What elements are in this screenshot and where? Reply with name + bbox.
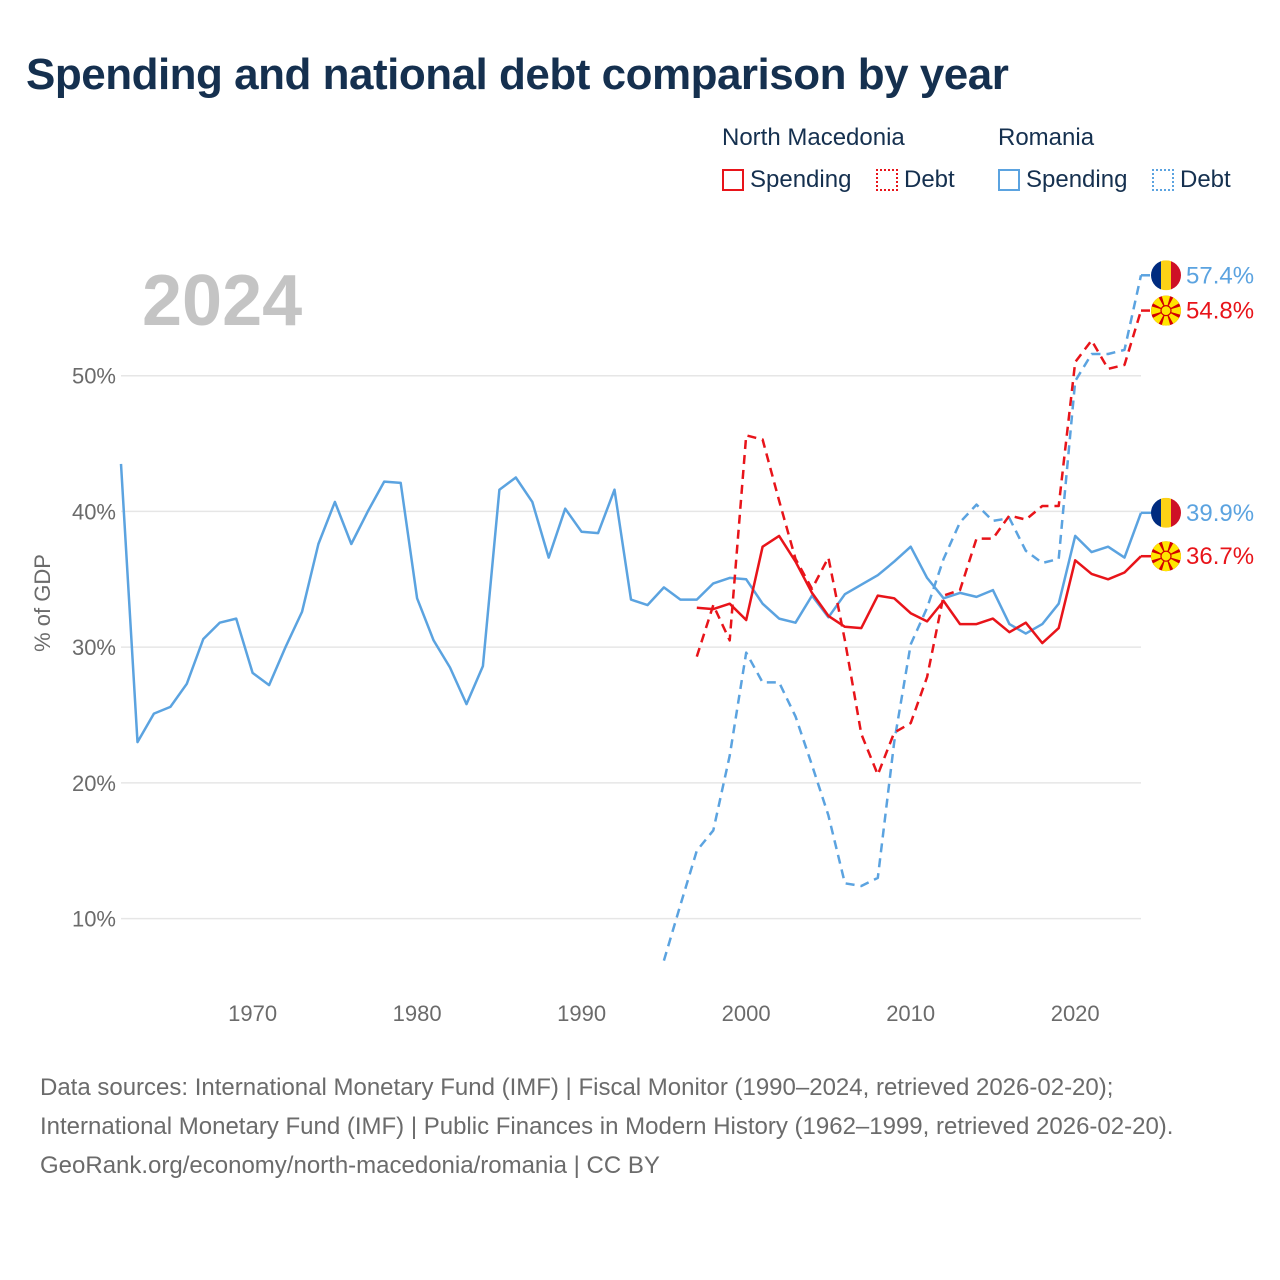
legend-swatch-dotted xyxy=(876,169,898,191)
romania-flag-icon xyxy=(1151,260,1181,291)
romania-flag-icon xyxy=(1151,497,1181,528)
legend-north-macedonia-spending[interactable]: Spending xyxy=(722,166,851,194)
end-value-label: 54.8% xyxy=(1186,298,1254,325)
y-axis-label: % of GDP xyxy=(30,554,55,652)
legend-group-north-macedonia: North Macedonia xyxy=(722,124,905,151)
y-tick-label: 10% xyxy=(72,907,116,932)
line-chart: 2024 10% 20% 30% 40% 50% 1970 1980 1990 2000 2010… xyxy=(30,260,1254,1026)
legend-north-macedonia-debt[interactable]: Debt xyxy=(876,166,955,194)
north-macedonia-flag-icon xyxy=(1151,541,1181,572)
end-value-label: 36.7% xyxy=(1186,543,1254,570)
series-line-romania-debt[interactable] xyxy=(662,275,1143,961)
x-tick-label: 2020 xyxy=(1051,1001,1100,1026)
y-tick-label: 30% xyxy=(72,635,116,660)
north-macedonia-flag-icon xyxy=(1151,295,1181,326)
chart-title: Spending and national debt comparison by… xyxy=(26,50,1009,99)
legend-romania-debt[interactable]: Debt xyxy=(1152,166,1231,194)
y-tick-label: 20% xyxy=(72,771,116,796)
x-tick-label: 2000 xyxy=(722,1001,771,1026)
sources-text: Data sources: International Monetary Fun… xyxy=(40,1074,1174,1140)
legend-label: Debt xyxy=(1180,166,1231,193)
end-value-label: 57.4% xyxy=(1186,262,1254,289)
series-line-romania-spending[interactable] xyxy=(119,463,1143,744)
legend-label: Spending xyxy=(750,166,852,193)
x-tick-label: 1980 xyxy=(393,1001,442,1026)
series-line-north-macedonia-spending[interactable] xyxy=(696,534,1142,645)
series-line-north-macedonia-debt[interactable] xyxy=(695,310,1143,776)
x-tick-label: 1990 xyxy=(557,1001,606,1026)
y-tick-label: 50% xyxy=(72,364,116,389)
legend-swatch-solid xyxy=(722,169,744,191)
legend-label: Spending xyxy=(1026,166,1128,193)
legend-romania-spending[interactable]: Spending xyxy=(998,166,1127,194)
legend-swatch-solid xyxy=(998,169,1020,191)
data-sources: Data sources: International Monetary Fun… xyxy=(40,1068,1240,1185)
sources-link[interactable]: GeoRank.org/economy/north-macedonia/roma… xyxy=(40,1152,660,1179)
legend-group-romania: Romania xyxy=(998,124,1095,151)
y-tick-label: 40% xyxy=(72,499,116,524)
x-tick-label: 1970 xyxy=(228,1001,277,1026)
end-value-label: 39.9% xyxy=(1186,500,1254,527)
x-tick-label: 2010 xyxy=(886,1001,935,1026)
legend-swatch-dotted xyxy=(1152,169,1174,191)
legend-label: Debt xyxy=(904,166,955,193)
year-watermark: 2024 xyxy=(142,261,302,341)
